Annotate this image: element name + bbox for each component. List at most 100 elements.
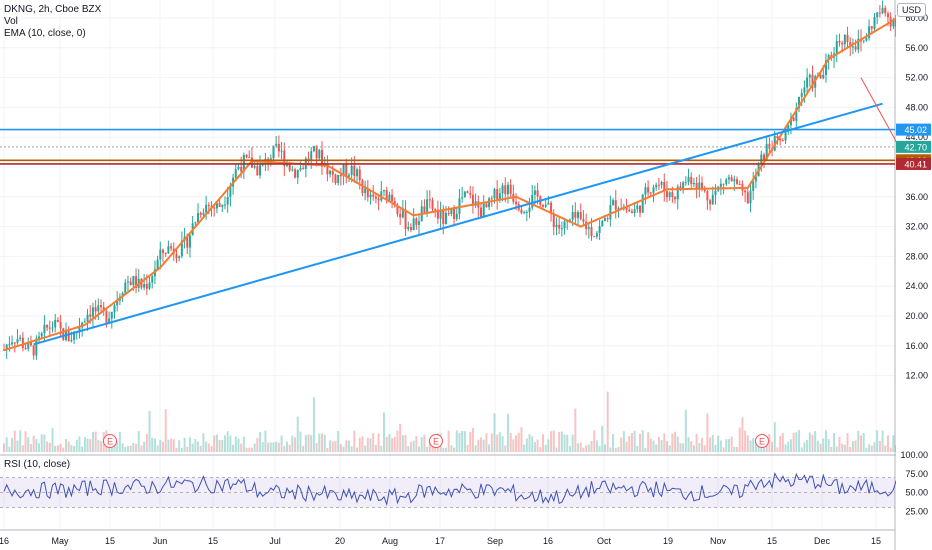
price-scale[interactable]: 68.0064.0060.0056.0052.0048.0044.0040.00… [896,0,932,550]
candle-body [520,209,523,213]
volume-bar [803,442,806,452]
candle-body [668,192,671,198]
volume-bar [221,440,224,452]
volume-bar [302,445,305,452]
volume-bar [132,442,135,452]
ema-legend[interactable]: EMA (10, close, 0) [4,28,86,39]
volume-bar [94,431,97,452]
volume-bar [496,434,499,452]
volume-bar [369,438,372,452]
time-tick: 15 [105,536,115,546]
price-tick: 20.00 [905,311,928,321]
volume-bar [353,430,356,452]
volume-bar [450,445,453,452]
volume-bar [652,440,655,452]
candle-body [854,46,857,50]
volume-bar [480,437,483,452]
earnings-label: E [759,437,765,447]
candle-body [113,305,116,312]
volume-bar [213,435,216,452]
volume-bar [849,447,852,452]
candle-body [531,194,534,208]
candle-body [878,12,881,14]
volume-bar [639,433,642,452]
time-scale[interactable]: 16 May 15 Jun 15 Jul 20 Aug 17 Sep 16 Oct 19 Nov 15 Dec… [0,536,881,546]
volume-bar [754,438,757,452]
candle-body [83,321,86,323]
currency-badge[interactable]: USD [896,3,926,17]
volume-bar [469,432,472,452]
volume-bar [811,434,814,452]
volume-bar [566,434,569,452]
candle-body [245,155,248,158]
volume-bar [730,436,733,452]
candle-body [843,34,846,45]
volume-bar [577,443,580,452]
candle-body [881,7,884,14]
volume-bar [539,447,542,452]
candle-body [695,182,698,189]
volume-bar [207,443,210,452]
candle-body [630,211,633,214]
price-badge [896,157,931,170]
volume-bar [733,446,736,452]
volume-bar [838,436,841,452]
candle-body [450,208,453,214]
candle-body [808,74,811,78]
volume-bar [819,443,822,452]
candle-body [744,190,747,193]
candle-body [229,186,232,198]
candle-body [798,96,801,109]
rsi-legend[interactable]: RSI (10, close) [4,459,71,470]
volume-bar [598,445,601,452]
volume-bar [533,442,536,452]
candle-body [372,194,375,197]
candle-body [91,307,94,317]
volume-bar [83,437,86,452]
candle-body [789,117,792,126]
candle-body [811,74,814,88]
volume-bar [345,440,348,452]
volume-bar [19,430,22,452]
volume-bar [746,435,749,452]
volume-bar [267,442,270,452]
volume-bar [248,447,251,452]
volume-bar [884,445,887,452]
volume-bar [854,440,857,452]
horizontal-levels[interactable] [0,128,895,165]
symbol-title[interactable]: DKNG, 2h, Cboe BZX [4,4,102,15]
volume-bar [272,442,275,452]
candle-body [170,246,173,249]
volume-bar [48,442,51,452]
volume-legend[interactable]: Vol [4,16,18,27]
volume-bar [851,441,854,452]
candle-body [318,149,321,159]
volume-bar [444,447,447,452]
volume-bar [91,432,94,452]
volume-bar [892,435,895,452]
candle-body [32,345,35,356]
candle-body [19,337,22,340]
volume-bar [240,443,243,452]
volume-bar [399,423,402,452]
volume-bar [3,443,5,452]
volume-bar [515,435,518,452]
volume-bar [593,430,596,452]
candle-body [221,204,224,207]
volume-bar [151,437,154,452]
candle-body [671,192,674,198]
candle-body [194,222,197,224]
volume-bar [385,436,388,452]
time-tick: May [51,536,69,546]
volume-bar [779,435,782,452]
volume-bar [857,430,860,452]
candle-body [202,212,205,215]
candle-body [779,138,782,141]
volume-bar [261,442,264,452]
volume-bar [280,435,283,452]
candle-body [585,221,588,229]
candle-body [129,281,132,286]
candle-body [636,205,639,210]
